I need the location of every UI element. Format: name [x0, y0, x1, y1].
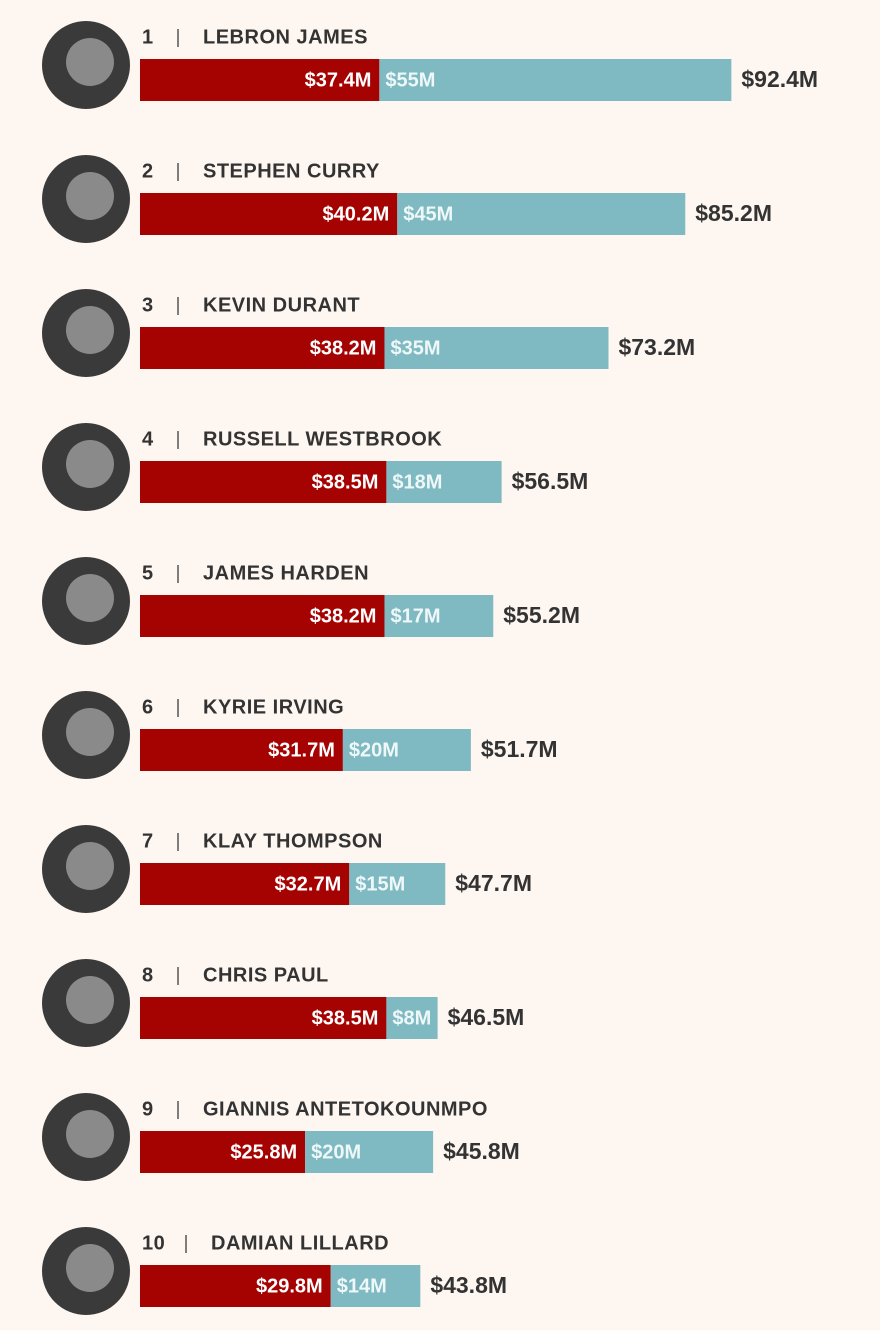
total-label: $56.5M	[512, 468, 589, 494]
value-label: $40.2M	[323, 203, 390, 225]
player-face	[66, 842, 114, 890]
rank: 7	[142, 830, 154, 852]
bar-segment	[140, 863, 350, 905]
bar-segment	[140, 59, 380, 101]
player-name: JAMES HARDEN	[203, 562, 369, 584]
value-label: $15M	[355, 873, 405, 895]
bar-segment	[397, 193, 686, 235]
bar-segment	[330, 1265, 421, 1307]
player-face	[66, 306, 114, 354]
value-label: $38.2M	[310, 605, 377, 627]
bar-segment	[386, 461, 502, 503]
rank: 1	[142, 26, 154, 48]
value-label: $32.7M	[275, 873, 342, 895]
player-face	[66, 1110, 114, 1158]
bar-segment	[140, 193, 398, 235]
player-name: STEPHEN CURRY	[203, 160, 380, 182]
player-name: LEBRON JAMES	[203, 26, 368, 48]
player-face	[66, 38, 114, 86]
total-label: $45.8M	[443, 1138, 520, 1164]
rank: 5	[142, 562, 154, 584]
player-face	[66, 1244, 114, 1292]
total-label: $92.4M	[741, 66, 818, 92]
player-face	[66, 708, 114, 756]
value-label: $14M	[337, 1275, 387, 1297]
total-label: $43.8M	[430, 1272, 507, 1298]
total-label: $51.7M	[481, 736, 558, 762]
player-name: KYRIE IRVING	[203, 696, 344, 718]
rank: 3	[142, 294, 154, 316]
rank: 2	[142, 160, 154, 182]
rank: 9	[142, 1098, 154, 1120]
player-name: RUSSELL WESTBROOK	[203, 428, 442, 450]
total-label: $46.5M	[448, 1004, 525, 1030]
bar-segment	[349, 863, 446, 905]
value-label: $35M	[390, 337, 440, 359]
rank: 10	[142, 1232, 165, 1254]
player-name: CHRIS PAUL	[203, 964, 329, 986]
bar-segment	[140, 327, 385, 369]
total-label: $47.7M	[455, 870, 532, 896]
value-label: $29.8M	[256, 1275, 323, 1297]
rank: 8	[142, 964, 154, 986]
value-label: $37.4M	[305, 69, 372, 91]
bar-segment	[384, 327, 609, 369]
value-label: $55M	[385, 69, 435, 91]
bar-segment	[140, 595, 385, 637]
value-label: $38.2M	[310, 337, 377, 359]
total-label: $55.2M	[503, 602, 580, 628]
bar-segment	[140, 1131, 306, 1173]
bar-segment	[384, 595, 494, 637]
bar-segment	[140, 461, 387, 503]
player-face	[66, 440, 114, 488]
player-name: GIANNIS ANTETOKOUNMPO	[203, 1098, 488, 1120]
value-label: $18M	[392, 471, 442, 493]
total-label: $85.2M	[695, 200, 772, 226]
bar-segment	[342, 729, 471, 771]
value-label: $38.5M	[312, 471, 379, 493]
bar-segment	[386, 997, 438, 1039]
player-name: DAMIAN LILLARD	[211, 1232, 389, 1254]
player-face	[66, 574, 114, 622]
value-label: $20M	[349, 739, 399, 761]
value-label: $20M	[311, 1141, 361, 1163]
value-label: $38.5M	[312, 1007, 379, 1029]
player-face	[66, 976, 114, 1024]
value-label: $31.7M	[268, 739, 335, 761]
rank: 4	[142, 428, 154, 450]
player-name: KEVIN DURANT	[203, 294, 360, 316]
value-label: $17M	[390, 605, 440, 627]
total-label: $73.2M	[618, 334, 695, 360]
bar-segment	[140, 1265, 331, 1307]
value-label: $45M	[403, 203, 453, 225]
value-label: $25.8M	[230, 1141, 297, 1163]
bar-segment	[305, 1131, 434, 1173]
player-face	[66, 172, 114, 220]
bar-segment	[379, 59, 732, 101]
player-name: KLAY THOMPSON	[203, 830, 383, 852]
bar-segment	[140, 997, 387, 1039]
rank: 6	[142, 696, 154, 718]
value-label: $8M	[392, 1007, 431, 1029]
bar-segment	[140, 729, 343, 771]
